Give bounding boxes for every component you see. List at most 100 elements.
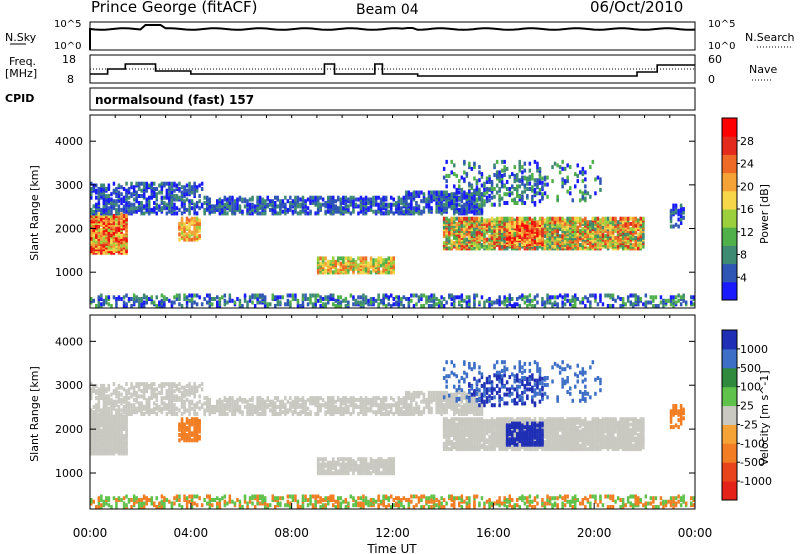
power-cell xyxy=(173,188,176,193)
velocity-cell xyxy=(127,408,131,413)
velocity-cell xyxy=(122,451,126,456)
power-cell xyxy=(175,194,179,198)
power-cell xyxy=(286,293,290,298)
power-cell xyxy=(357,295,360,300)
power-cell xyxy=(563,227,567,232)
power-cell xyxy=(533,221,537,225)
power-cell xyxy=(677,224,680,229)
power-cell xyxy=(352,295,355,300)
power-cell xyxy=(589,194,592,199)
power-cell xyxy=(442,304,446,308)
velocity-cell xyxy=(97,394,101,399)
power-cell xyxy=(198,228,201,233)
power-cell xyxy=(258,204,262,209)
power-cell xyxy=(198,183,201,188)
power-cell xyxy=(362,297,365,301)
power-cell xyxy=(632,221,635,226)
power-cell xyxy=(521,194,524,199)
power-cell xyxy=(566,216,569,221)
power-cell xyxy=(480,172,484,177)
power-cell xyxy=(556,163,559,168)
power-cell xyxy=(596,230,600,235)
power-cell xyxy=(223,195,227,200)
power-cell xyxy=(148,195,151,200)
velocity-cell xyxy=(160,382,164,387)
power-cell xyxy=(402,202,406,207)
velocity-cell xyxy=(226,412,229,416)
power-cell xyxy=(679,217,683,222)
velocity-cell xyxy=(125,446,128,451)
power-cell xyxy=(145,185,148,190)
power-cell xyxy=(342,256,345,261)
power-cell xyxy=(337,195,340,200)
power-cell xyxy=(185,216,189,221)
power-cell xyxy=(324,295,327,300)
power-cell xyxy=(374,195,378,200)
power-cell xyxy=(261,293,264,298)
power-cell xyxy=(692,295,695,300)
power-cell xyxy=(437,304,441,308)
power-cell xyxy=(533,201,537,205)
power-cell xyxy=(561,216,564,221)
velocity-cell xyxy=(178,408,181,413)
power-cell xyxy=(473,293,476,298)
power-cell xyxy=(468,221,471,226)
beam-label: Beam 04 xyxy=(356,2,419,18)
power-cell xyxy=(523,201,527,205)
power-cell xyxy=(500,176,504,181)
power-cell xyxy=(632,242,635,247)
power-cell xyxy=(541,221,544,225)
power-cell xyxy=(420,297,423,301)
power-cell xyxy=(485,218,489,223)
power-cell xyxy=(505,192,509,197)
power-cell xyxy=(594,216,597,221)
velocity-cell xyxy=(158,383,161,388)
velocity-cell xyxy=(238,396,242,401)
power-cell xyxy=(367,266,370,271)
power-cell xyxy=(460,187,464,192)
velocity-cell xyxy=(135,390,138,395)
power-cell xyxy=(430,194,433,198)
velocity-cell xyxy=(163,396,166,401)
power-cell xyxy=(173,295,176,300)
power-cell xyxy=(102,199,106,204)
power-cell xyxy=(387,302,390,307)
power-cell xyxy=(92,242,95,246)
velocity-cell xyxy=(160,401,164,406)
power-cell xyxy=(533,237,537,242)
power-cell xyxy=(465,295,469,300)
power-cell xyxy=(392,197,395,202)
power-cell xyxy=(233,206,237,211)
power-cell xyxy=(289,300,292,305)
power-cell xyxy=(95,195,98,200)
power-cell xyxy=(571,244,574,249)
power-cell xyxy=(291,199,295,204)
power-cell xyxy=(546,182,549,187)
power-cell xyxy=(145,300,148,305)
power-cell xyxy=(422,192,426,197)
power-cell xyxy=(110,211,113,216)
power-cell xyxy=(647,300,650,305)
power-cell xyxy=(122,300,126,305)
velocity-cell xyxy=(188,426,191,430)
power-cell xyxy=(395,300,398,305)
power-cell xyxy=(480,242,484,247)
power-cell xyxy=(256,195,259,200)
power-cell xyxy=(508,193,511,198)
power-cell xyxy=(188,228,191,233)
power-cell xyxy=(455,209,458,214)
power-cell xyxy=(417,209,421,214)
power-cell xyxy=(347,261,350,266)
power-cell xyxy=(100,217,103,222)
power-cell xyxy=(319,304,322,308)
power-cell xyxy=(228,293,232,298)
power-cell xyxy=(468,216,471,221)
power-cell xyxy=(463,159,466,164)
power-cell xyxy=(190,237,194,242)
power-cell xyxy=(304,297,307,301)
velocity-cell xyxy=(193,426,196,430)
power-cell xyxy=(556,194,559,199)
power-cell xyxy=(417,190,421,195)
power-cell xyxy=(518,194,521,199)
